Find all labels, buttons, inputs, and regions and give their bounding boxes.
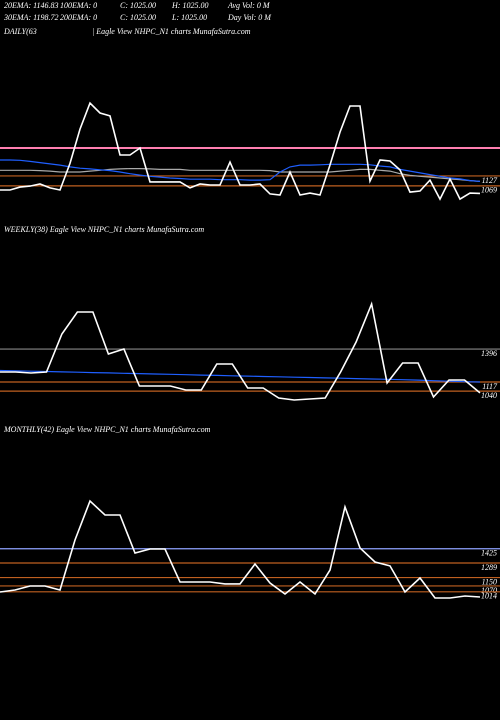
- header-stat: C: 1025.00: [120, 13, 156, 22]
- header-stat: C: 1025.00: [120, 1, 156, 10]
- chart-title: WEEKLY(38) Eagle View NHPC_N1 charts Mun…: [4, 225, 204, 234]
- header-stat: 20EMA: 1146.83: [4, 1, 59, 10]
- chart-title: MONTHLY(42) Eagle View NHPC_N1 charts Mu…: [3, 425, 211, 434]
- level-label: 1396: [481, 349, 497, 358]
- series-line: [0, 499, 481, 599]
- series-line: [0, 168, 481, 182]
- header-stat: 30EMA: 1198.72: [3, 13, 59, 22]
- header-stat: L: 1025.00: [171, 13, 207, 22]
- level-label: 1425: [481, 549, 497, 558]
- header-stat: Day Vol: 0 M: [227, 13, 272, 22]
- chart-title: DAILY(63: [3, 27, 37, 36]
- header-stat: Avg Vol: 0 M: [227, 1, 271, 10]
- level-label: 1127: [482, 176, 498, 185]
- header-stat: 200EMA: 0: [60, 13, 97, 22]
- level-label: 1070: [481, 586, 497, 595]
- header-stat: H: 1025.00: [171, 1, 208, 10]
- level-label: 1150: [482, 577, 497, 586]
- level-label: 1014: [481, 592, 497, 601]
- level-label: 1289: [481, 563, 497, 572]
- chart-subtitle: | Eagle View NHPC_N1 charts MunafaSutra.…: [92, 27, 251, 36]
- series-line: [0, 101, 481, 201]
- level-label: 1069: [481, 186, 497, 195]
- level-label: 1040: [481, 391, 497, 400]
- header-stat: 100EMA: 0: [60, 1, 97, 10]
- level-label: 1117: [482, 382, 498, 391]
- series-line: [0, 301, 481, 401]
